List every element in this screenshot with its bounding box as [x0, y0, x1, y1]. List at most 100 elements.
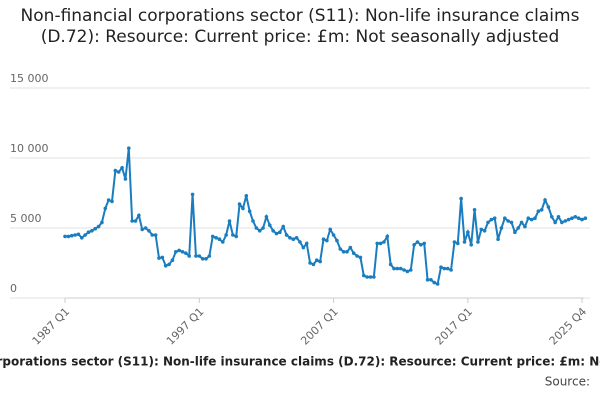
point [583, 216, 588, 220]
point [298, 240, 302, 244]
point [177, 248, 181, 253]
point [157, 256, 161, 260]
point [261, 226, 265, 230]
point [197, 254, 202, 258]
point [345, 250, 349, 254]
point [100, 220, 104, 225]
point [281, 224, 286, 229]
point [388, 262, 393, 267]
y-tick-label: 15 000 [10, 72, 49, 85]
point [398, 266, 403, 271]
point [207, 254, 212, 258]
point [325, 238, 329, 243]
point [466, 230, 470, 234]
point [580, 217, 584, 222]
point [93, 226, 98, 231]
point [445, 266, 450, 271]
point [190, 192, 195, 197]
point [288, 236, 292, 240]
point [425, 278, 430, 282]
point [180, 250, 185, 254]
point [355, 254, 359, 258]
point [314, 258, 319, 263]
point [442, 266, 447, 271]
point [274, 231, 279, 236]
point [419, 243, 423, 247]
point [278, 230, 282, 234]
point [519, 220, 524, 225]
point [496, 237, 500, 241]
point [335, 238, 339, 243]
chart-title: Non-financial corporations sector (S11):… [20, 6, 580, 47]
point [462, 240, 467, 244]
point [492, 216, 497, 220]
point [560, 220, 564, 225]
point [405, 269, 410, 274]
point [368, 275, 373, 279]
point [472, 208, 477, 212]
point [267, 223, 272, 227]
point [378, 241, 383, 246]
point [375, 241, 380, 246]
point [543, 198, 547, 202]
point [143, 226, 148, 230]
point [167, 262, 171, 267]
point [432, 280, 437, 285]
point [257, 229, 262, 233]
point [563, 219, 568, 223]
point [576, 216, 581, 220]
point [133, 219, 138, 223]
point [73, 233, 77, 237]
point [469, 243, 474, 247]
point [321, 237, 326, 241]
point [170, 258, 175, 263]
point [318, 259, 322, 264]
point [529, 217, 534, 222]
point [476, 240, 480, 244]
point [311, 262, 316, 267]
point [163, 264, 168, 268]
point [382, 240, 386, 244]
point [516, 226, 521, 230]
point [120, 166, 124, 170]
point [331, 233, 336, 237]
point [86, 230, 91, 234]
point [140, 227, 145, 232]
point [479, 227, 484, 232]
point [160, 255, 165, 260]
line [65, 148, 586, 286]
point [200, 257, 205, 261]
point [66, 234, 71, 239]
point [573, 215, 578, 219]
footer: Non-financial corporations sector (S11):… [0, 355, 600, 369]
point [76, 232, 81, 237]
point [408, 268, 413, 272]
point [570, 216, 574, 220]
y-tick-label: 0 [10, 282, 17, 295]
point [402, 268, 406, 272]
point [79, 236, 84, 240]
point [372, 275, 376, 279]
point [103, 206, 108, 211]
point [486, 220, 490, 225]
point [502, 216, 507, 220]
point [338, 247, 343, 251]
point [69, 233, 74, 238]
point [153, 233, 158, 237]
point [173, 250, 178, 254]
point [271, 229, 275, 233]
point [341, 250, 346, 254]
point [308, 261, 312, 265]
point [264, 215, 269, 219]
point [429, 278, 433, 282]
point [210, 234, 215, 239]
point [150, 233, 155, 237]
x-tick-label: 1987 Q1 [30, 305, 73, 348]
point [137, 213, 141, 218]
point [449, 268, 453, 272]
point [348, 245, 353, 250]
point [251, 219, 255, 223]
point [358, 255, 363, 260]
